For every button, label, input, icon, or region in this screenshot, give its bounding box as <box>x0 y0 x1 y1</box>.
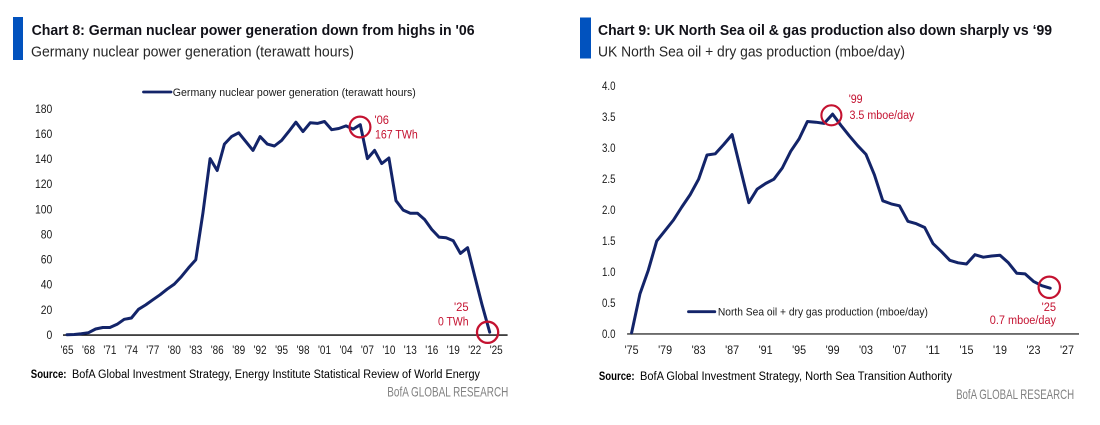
svg-text:BofA Global Investment Strateg: BofA Global Investment Strategy, Energy … <box>72 369 480 381</box>
svg-text:'23: '23 <box>1027 345 1041 357</box>
svg-text:Chart 9: UK North Sea oil & ga: Chart 9: UK North Sea oil & gas producti… <box>598 23 1052 39</box>
svg-text:'01: '01 <box>318 345 331 357</box>
svg-text:'25: '25 <box>490 345 503 357</box>
svg-text:80: 80 <box>41 230 53 242</box>
svg-text:'98: '98 <box>297 345 310 357</box>
svg-text:2.5: 2.5 <box>602 174 616 186</box>
svg-text:1.5: 1.5 <box>602 236 616 248</box>
svg-text:'06: '06 <box>375 115 390 127</box>
svg-text:'95: '95 <box>275 345 288 357</box>
svg-text:3.0: 3.0 <box>602 143 616 155</box>
svg-text:100: 100 <box>35 204 52 216</box>
svg-text:'91: '91 <box>759 345 773 357</box>
svg-text:'80: '80 <box>168 345 181 357</box>
svg-text:Germany nuclear power generati: Germany nuclear power generation (terawa… <box>31 44 354 61</box>
svg-text:'99: '99 <box>849 94 863 106</box>
svg-text:'07: '07 <box>361 345 374 357</box>
svg-text:'65: '65 <box>61 345 74 357</box>
svg-text:'03: '03 <box>859 345 873 357</box>
svg-text:BofA GLOBAL RESEARCH: BofA GLOBAL RESEARCH <box>956 386 1074 402</box>
svg-text:'92: '92 <box>254 345 267 357</box>
svg-text:'19: '19 <box>447 345 460 357</box>
svg-text:'27: '27 <box>1060 345 1074 357</box>
svg-text:'04: '04 <box>340 345 354 357</box>
svg-text:'25: '25 <box>1042 302 1056 314</box>
svg-text:'83: '83 <box>692 345 706 357</box>
svg-text:'89: '89 <box>232 345 245 357</box>
svg-text:'13: '13 <box>404 345 417 357</box>
svg-text:140: 140 <box>35 154 52 166</box>
svg-text:BofA Global Investment Strateg: BofA Global Investment Strategy, North S… <box>640 371 952 383</box>
svg-text:120: 120 <box>35 179 52 191</box>
svg-text:'25: '25 <box>454 302 469 314</box>
svg-text:0.7 mboe/day: 0.7 mboe/day <box>990 315 1056 327</box>
svg-text:0.0: 0.0 <box>602 329 616 341</box>
svg-text:3.5 mboe/day: 3.5 mboe/day <box>850 110 915 122</box>
svg-text:4.0: 4.0 <box>602 81 616 93</box>
svg-text:'75: '75 <box>625 345 639 357</box>
svg-text:160: 160 <box>35 129 52 141</box>
svg-text:'87: '87 <box>725 345 739 357</box>
svg-text:0.5: 0.5 <box>602 298 616 310</box>
svg-text:UK North Sea oil + dry gas pro: UK North Sea oil + dry gas production (m… <box>598 44 905 61</box>
svg-text:'10: '10 <box>382 345 395 357</box>
svg-text:20: 20 <box>41 305 53 317</box>
svg-text:'22: '22 <box>468 345 481 357</box>
svg-text:1.0: 1.0 <box>602 267 616 279</box>
svg-text:0: 0 <box>47 330 53 342</box>
svg-text:Chart 8: German nuclear power: Chart 8: German nuclear power generation… <box>32 23 475 39</box>
svg-text:Source:: Source: <box>31 369 67 381</box>
svg-text:2.0: 2.0 <box>602 205 616 217</box>
svg-text:'71: '71 <box>103 345 116 357</box>
svg-text:'79: '79 <box>658 345 672 357</box>
svg-text:'19: '19 <box>993 345 1007 357</box>
svg-text:BofA GLOBAL RESEARCH: BofA GLOBAL RESEARCH <box>387 384 508 400</box>
svg-text:3.5: 3.5 <box>602 112 616 124</box>
svg-text:'68: '68 <box>82 345 95 357</box>
svg-text:Germany nuclear power generati: Germany nuclear power generation (terawa… <box>173 87 416 99</box>
svg-text:0 TWh: 0 TWh <box>438 317 469 329</box>
svg-text:'16: '16 <box>425 345 438 357</box>
svg-text:'99: '99 <box>826 345 840 357</box>
svg-text:60: 60 <box>41 255 53 267</box>
svg-text:167 TWh: 167 TWh <box>375 130 418 142</box>
svg-text:40: 40 <box>41 280 53 292</box>
svg-text:'07: '07 <box>893 345 907 357</box>
svg-text:'74: '74 <box>125 345 139 357</box>
svg-text:'15: '15 <box>960 345 974 357</box>
svg-text:'83: '83 <box>189 345 202 357</box>
svg-text:'11: '11 <box>926 345 940 357</box>
svg-text:Source:: Source: <box>599 371 635 383</box>
svg-text:'77: '77 <box>146 345 159 357</box>
svg-text:North Sea oil + dry gas produc: North Sea oil + dry gas production (mboe… <box>718 307 928 319</box>
svg-text:'95: '95 <box>792 345 806 357</box>
svg-text:'86: '86 <box>211 345 224 357</box>
svg-text:180: 180 <box>35 104 52 116</box>
